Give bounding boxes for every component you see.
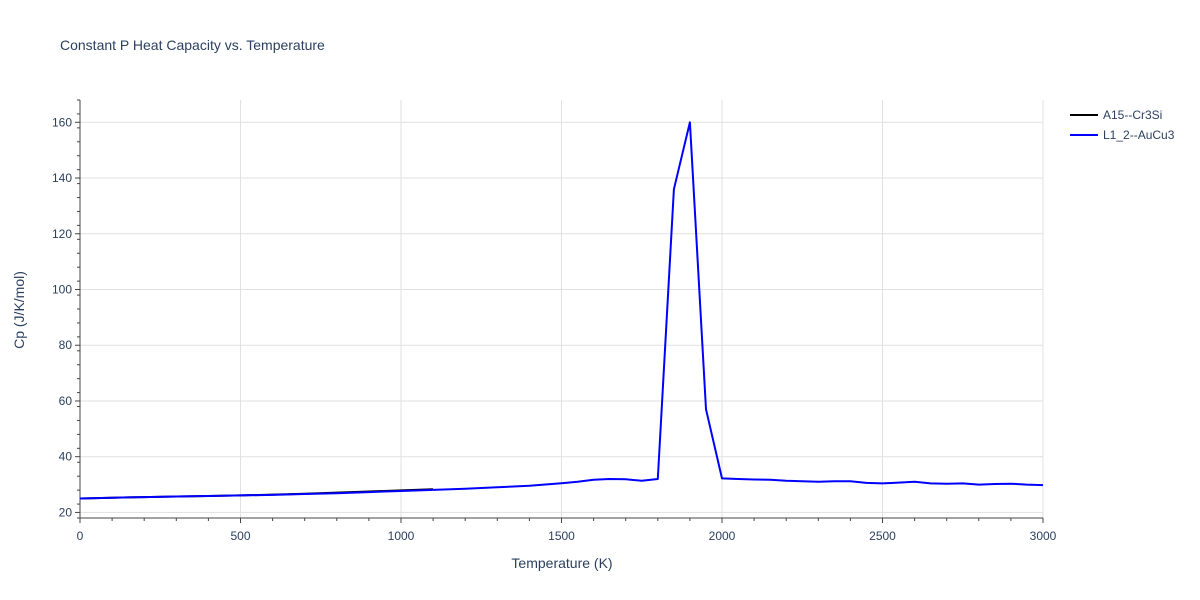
x-tick-label: 1500: [548, 529, 575, 543]
chart-title: Constant P Heat Capacity vs. Temperature: [60, 37, 325, 53]
x-tick-label: 0: [77, 529, 84, 543]
legend-label-0: A15--Cr3Si: [1103, 108, 1162, 122]
series-line-1: [79, 121, 1044, 500]
x-tick-label: 3000: [1030, 529, 1057, 543]
y-axis-title: Cp (J/K/mol): [11, 271, 27, 349]
y-tick-label: 60: [59, 394, 73, 408]
axes: 20 40 60 80 100 120 140 160 0 500 1000 1500 2000 2500…: [52, 99, 1057, 543]
y-tick-label: 100: [52, 282, 72, 296]
x-axis-title: Temperature (K): [511, 555, 612, 571]
legend-label-1: L1_2--AuCu3: [1103, 128, 1175, 142]
x-tick-label: 2500: [869, 529, 896, 543]
y-tick-label: 120: [52, 227, 72, 241]
legend: A15--Cr3Si L1_2--AuCu3: [1070, 108, 1175, 142]
x-tick-label: 1000: [388, 529, 415, 543]
x-tick-label: 2000: [709, 529, 736, 543]
x-tick-label: 500: [230, 529, 250, 543]
grid: [80, 100, 1044, 518]
y-tick-label: 40: [59, 450, 73, 464]
y-tick-label: 80: [59, 338, 73, 352]
series-layer: [79, 121, 1044, 500]
y-tick-label: 20: [59, 505, 73, 519]
y-tick-label: 140: [52, 171, 72, 185]
y-tick-label: 160: [52, 115, 72, 129]
